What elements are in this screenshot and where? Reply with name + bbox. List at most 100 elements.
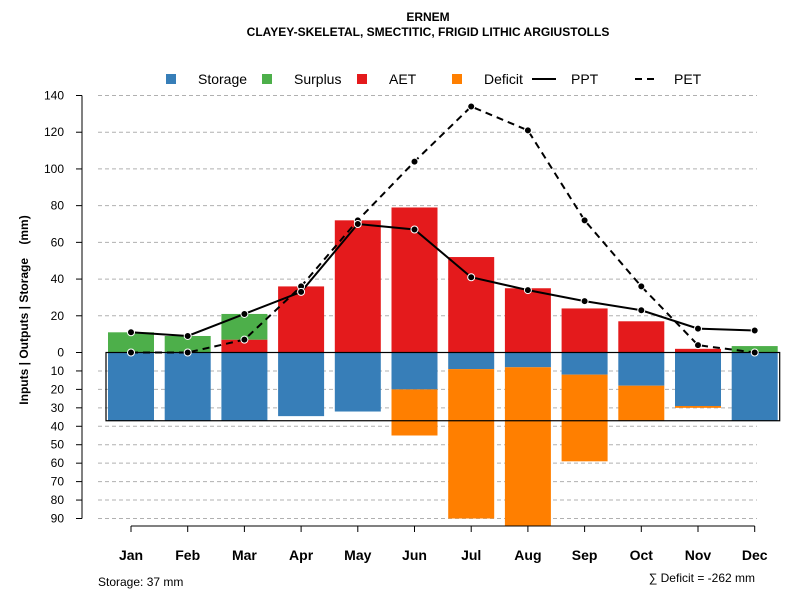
storage-bar [618,352,665,386]
y-tick-label: 40 [51,272,65,286]
pet-point [523,126,532,135]
surplus-bar [108,332,154,353]
y-tick-label: 80 [51,493,65,507]
ppt-point [183,331,192,340]
x-tick-label: Apr [289,547,314,563]
legend-swatch [262,74,272,84]
ppt-point [580,297,589,306]
ppt-point [297,287,306,296]
aet-bar [618,321,665,353]
pet-point [467,102,476,111]
storage-bar [561,352,608,375]
legend-swatch [452,74,462,84]
y-tick-label: 30 [51,401,65,415]
deficit-bar [391,389,438,436]
x-tick-label: Oct [630,547,654,563]
aet-bar [448,257,495,353]
ppt-point [410,225,419,234]
y-tick-label: 140 [44,89,64,103]
y-tick-label: 70 [51,475,65,489]
y-axis-label: Inputs | Outputs | Storage (mm) [17,215,31,404]
storage-annotation: Storage: 37 mm [98,575,183,589]
legend-label: Surplus [294,71,341,87]
legend: Storage Surplus AET Deficit PPT PET [166,71,702,87]
x-tick-label: Jun [402,547,427,563]
storage-bar [334,352,381,412]
pet-point [127,348,135,357]
aet-bar [675,348,721,353]
deficit-bar [448,369,495,519]
ppt-point [523,286,532,295]
x-tick-label: Mar [232,547,257,563]
deficit-bar [675,405,721,408]
axes: 0 20 40 60 80 100 120 140 10 20 30 40 50 60 70 80 90 Jan F… [44,89,768,564]
deficit-bar [618,385,665,421]
y-tick-label: 80 [51,199,65,213]
bars [105,207,781,526]
ppt-point [240,309,249,318]
storage-bar [504,352,551,368]
y-tick-label: 60 [51,235,65,249]
ppt-point [637,306,646,315]
y-tick-label: 90 [51,512,65,526]
x-tick-label: Dec [742,547,768,563]
aet-bar [278,286,325,353]
x-tick-label: Feb [175,547,200,563]
deficit-annotation: ∑ Deficit = -262 mm [649,571,755,585]
storage-bar [731,352,778,421]
x-tick-label: Jan [119,547,143,563]
deficit-bar [504,367,551,526]
pet-point [637,282,646,291]
pet-line [131,105,755,354]
aet-bar [561,308,608,353]
storage-bar [164,352,211,421]
surplus-bar [164,335,211,353]
x-tick-label: Sep [572,547,598,563]
y-tick-label: 20 [51,382,65,396]
ppt-point [467,273,476,282]
legend-label: Deficit [484,71,523,87]
legend-swatch [357,74,367,84]
x-tick-label: Aug [514,547,541,563]
x-tick-label: Jul [461,547,481,563]
legend-label: PET [674,71,702,87]
legend-swatch [166,74,176,84]
ppt-line [130,222,755,337]
pet-point [410,157,419,166]
x-tick-label: May [344,547,371,563]
chart-subtitle: CLAYEY-SKELETAL, SMECTITIC, FRIGID LITHI… [247,25,610,39]
ppt-point [353,220,362,228]
legend-label: PPT [571,71,599,87]
y-tick-label: 10 [51,364,65,378]
chart-title: ERNEM [406,10,449,24]
ppt-point [127,328,135,337]
y-tick-label: 20 [51,309,65,323]
deficit-bar [561,374,608,462]
y-tick-label: 40 [51,419,65,433]
storage-bar [448,352,495,370]
legend-label: Storage [198,71,247,87]
pet-point [240,335,249,344]
aet-bar [504,288,551,353]
y-tick-label: 50 [51,438,65,452]
storage-capacity-box [105,351,781,422]
pet-point [750,348,759,357]
y-tick-label: 100 [44,162,64,176]
storage-bar [108,352,154,421]
storage-bar [278,352,325,417]
y-tick-label: 0 [57,346,64,360]
series-lines [127,102,759,357]
legend-label: AET [389,71,417,87]
ppt-point [694,324,702,333]
storage-bar [675,352,721,406]
y-tick-label: 60 [51,456,65,470]
pet-point [183,348,192,357]
surplus-bar [221,313,268,340]
storage-bar [221,352,268,421]
y-tick-label: 120 [44,125,64,139]
storage-bar [391,352,438,390]
ppt-point [750,326,759,335]
x-tick-label: Nov [685,547,712,563]
pet-point [694,341,702,350]
